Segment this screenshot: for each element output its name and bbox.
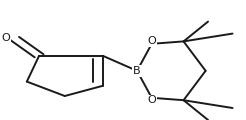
Text: O: O (147, 36, 156, 46)
Text: O: O (1, 33, 10, 43)
Text: O: O (147, 95, 156, 105)
Text: B: B (133, 66, 141, 76)
